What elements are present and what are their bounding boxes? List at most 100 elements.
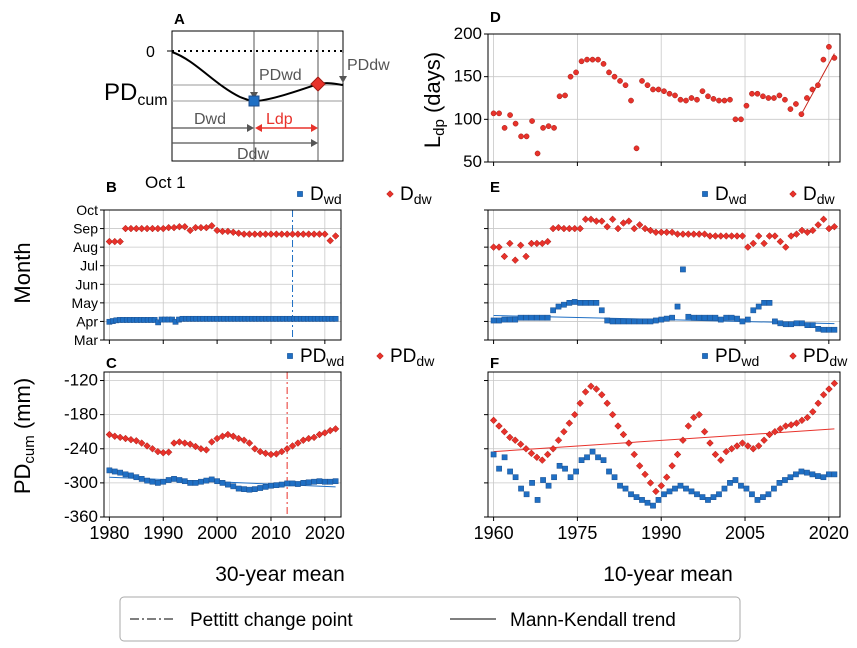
panel-d-point	[529, 118, 535, 124]
panel-b-point	[186, 226, 194, 235]
panel-f-point	[633, 494, 640, 500]
panel-b-point	[272, 230, 281, 238]
panel-e-legend-marker	[702, 191, 708, 197]
panel-f-point	[657, 481, 666, 490]
panel-e-point	[804, 322, 811, 328]
panel-e-point	[658, 316, 665, 323]
panel-e-point	[604, 317, 611, 324]
panel-e-point	[653, 317, 659, 324]
panel-d-point	[754, 90, 761, 97]
bottom-legend-box	[119, 596, 741, 642]
panel-d-point	[639, 78, 645, 84]
panel-f-point	[652, 487, 660, 496]
panel-f-point	[749, 491, 755, 498]
panel-c-point	[230, 483, 237, 490]
panel-f-point	[765, 491, 772, 498]
panel-e-point	[799, 320, 805, 327]
panel-a-pdcum-curve	[171, 51, 344, 103]
panel-c-point	[127, 435, 135, 444]
panel-d-point	[540, 125, 546, 131]
panel-e-point	[803, 228, 812, 237]
panel-a-pddw-label: PDdw	[347, 57, 390, 74]
panel-b-point	[229, 228, 238, 237]
panel-f-point	[589, 448, 596, 455]
panel-e-point	[788, 321, 794, 328]
panel-b-point	[121, 224, 130, 233]
panel-e-point	[809, 322, 816, 328]
panel-d-point	[760, 93, 766, 100]
panel-e-point	[798, 226, 806, 235]
panel-f-point	[646, 479, 655, 487]
panel-c-point	[214, 478, 220, 485]
panel-f-point	[776, 480, 783, 486]
panel-b-point	[283, 230, 291, 238]
panel-f-point	[754, 442, 763, 450]
panel-c-xtick-label: 2000	[197, 523, 237, 543]
panel-f-point	[581, 388, 590, 396]
panel-f-point	[518, 485, 524, 492]
panel-f-point	[650, 502, 656, 509]
panel-e-point	[723, 314, 730, 321]
panel-e-point	[734, 315, 740, 322]
panel-a-pdwd-label: PDwd	[259, 67, 302, 84]
panel-d-point	[611, 73, 618, 80]
panel-d-point	[496, 110, 502, 117]
panel-e-point	[717, 316, 724, 323]
panel-e-point	[630, 224, 638, 233]
panel-f-point	[549, 445, 557, 453]
panel-c-point	[288, 442, 297, 450]
panel-c-point	[191, 442, 200, 451]
panel-e-point	[668, 228, 676, 237]
panel-e-point	[570, 224, 579, 233]
panel-e-point	[550, 307, 556, 314]
panel-f-point	[560, 427, 568, 436]
panel-f-point	[641, 470, 649, 479]
panel-f-point	[490, 451, 497, 458]
panel-f-point	[635, 462, 644, 470]
panel-c-point	[133, 474, 140, 481]
panel-b-ytick-label: Sep	[73, 221, 98, 237]
panel-e-point	[598, 307, 605, 314]
panel-d-point	[573, 69, 579, 76]
panel-c-point	[111, 468, 118, 475]
panel-b-legend-marker	[386, 190, 394, 198]
panel-d-point	[595, 56, 601, 63]
panel-f-point	[644, 499, 651, 506]
panel-c-point	[305, 479, 312, 486]
panel-e-point	[690, 314, 697, 321]
panel-e-point	[495, 243, 503, 251]
panel-f-point	[722, 447, 730, 456]
panel-f-point	[684, 422, 693, 430]
panel-c-point	[164, 448, 173, 456]
panel-b-point	[111, 237, 119, 246]
panel-c-point	[208, 476, 215, 483]
panel-d: 50 100 150 200 D	[454, 9, 841, 171]
panel-e-point	[642, 318, 648, 325]
panel-e-point	[680, 266, 686, 273]
panel-f-series-pddw	[489, 379, 839, 496]
panel-c-point	[202, 446, 211, 454]
panel-e-point	[777, 320, 784, 327]
panel-f-point	[815, 473, 821, 479]
panel-c-series-pddw	[105, 425, 340, 459]
panel-c-point	[284, 480, 290, 487]
panel-f-point	[825, 385, 833, 393]
panel-f-point	[584, 454, 590, 461]
panel-e-point	[744, 243, 752, 251]
panel-e-point	[636, 318, 643, 325]
panel-e-point	[727, 232, 736, 240]
panel-e-point	[819, 215, 828, 224]
panel-f-point	[733, 442, 741, 450]
panel-f-point	[694, 491, 700, 498]
panel-b-point	[267, 230, 275, 238]
panel-f-point	[501, 454, 508, 461]
panel-f-point	[803, 413, 812, 422]
panel-e-point	[652, 228, 660, 237]
panel-f-point	[639, 497, 645, 503]
panel-f-point	[595, 454, 601, 461]
panel-d-point	[633, 145, 640, 152]
panel-e-point	[588, 300, 594, 306]
panel-c-point	[138, 476, 145, 482]
panel-e-point	[738, 232, 747, 240]
panel-a-ldp-arrowhead-right	[311, 124, 318, 132]
